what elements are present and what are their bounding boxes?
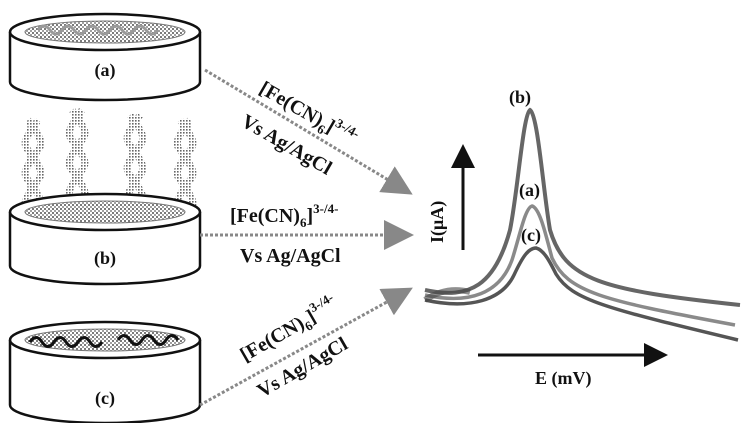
arrow-b: [Fe(CN)6]3-/4- Vs Ag/AgCl — [200, 201, 414, 267]
y-axis-label: I(μA) — [427, 201, 448, 243]
curve-label-c: (c) — [521, 225, 541, 246]
electrode-a: (a) — [8, 12, 202, 102]
x-axis-label: E (mV) — [535, 368, 592, 389]
curve-a — [424, 204, 736, 327]
arrow-a: [Fe(CN)6]3-/4- Vs Ag/AgCl — [204, 68, 413, 195]
electrode-b: (b) — [8, 107, 202, 286]
curve-label-a: (a) — [519, 180, 540, 201]
electrode-c-label: (c) — [95, 388, 115, 409]
curve-b — [424, 107, 741, 307]
electrode-c: (c) — [8, 320, 202, 423]
electrode-b-label: (b) — [94, 248, 116, 269]
curve-label-b: (b) — [509, 87, 531, 108]
arrow-a-redox-sup: 3-/4- — [333, 115, 362, 141]
arrow-b-redox-base: [Fe(CN) — [230, 205, 300, 227]
arrow-c: [Fe(CN)6]3-/4- Vs Ag/AgCl — [199, 287, 413, 407]
dna-strands — [21, 107, 197, 213]
curve-c — [424, 246, 739, 342]
arrow-b-redox-sub: 6 — [300, 215, 307, 230]
voltammogram: I(μA) E (mV) (b) (a) (c) — [423, 87, 741, 389]
svg-text:[Fe(CN)6]3-/4-: [Fe(CN)6]3-/4- — [230, 201, 338, 230]
electrode-a-label: (a) — [95, 60, 116, 81]
arrow-b-reference: Vs Ag/AgCl — [240, 245, 341, 267]
